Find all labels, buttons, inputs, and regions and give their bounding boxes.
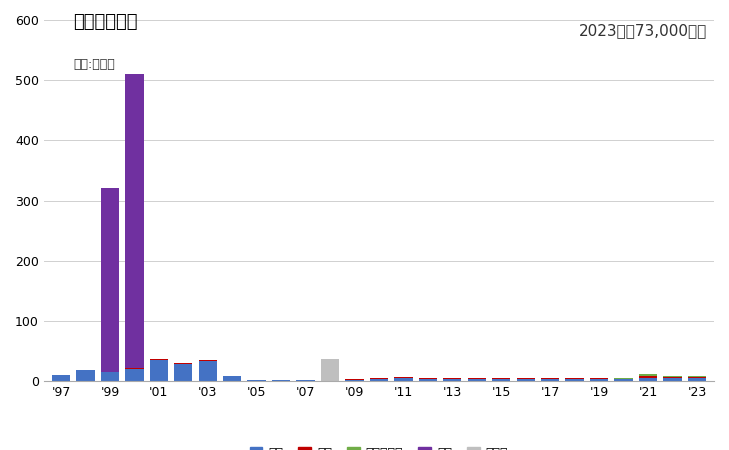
Bar xyxy=(321,360,339,381)
Legend: 台湾, タイ, フィリピン, 韓国, その他: 台湾, タイ, フィリピン, 韓国, その他 xyxy=(244,441,513,450)
Text: 2023年：73,000トン: 2023年：73,000トン xyxy=(579,23,707,39)
Bar xyxy=(346,380,364,381)
Bar xyxy=(687,378,706,381)
Bar xyxy=(517,379,535,381)
Bar xyxy=(125,73,144,369)
Bar xyxy=(517,378,535,379)
Bar xyxy=(101,372,119,381)
Bar xyxy=(467,379,486,381)
Bar xyxy=(370,379,388,381)
Bar xyxy=(615,379,633,381)
Bar xyxy=(590,379,608,381)
Bar xyxy=(541,379,559,381)
Bar xyxy=(125,369,144,381)
Bar xyxy=(149,360,168,381)
Bar xyxy=(394,377,413,378)
Bar xyxy=(566,379,584,381)
Bar xyxy=(492,379,510,381)
Bar xyxy=(663,376,682,377)
Bar xyxy=(346,379,364,380)
Bar xyxy=(615,378,633,379)
Bar xyxy=(418,378,437,379)
Bar xyxy=(174,363,192,365)
Bar xyxy=(418,379,437,381)
Text: 単位:万トン: 単位:万トン xyxy=(73,58,114,72)
Bar xyxy=(174,364,192,381)
Bar xyxy=(394,378,413,381)
Bar xyxy=(77,370,95,381)
Bar xyxy=(687,377,706,378)
Bar xyxy=(687,376,706,377)
Bar xyxy=(198,360,217,361)
Bar xyxy=(492,378,510,379)
Bar xyxy=(639,376,657,378)
Bar xyxy=(443,378,461,379)
Bar xyxy=(223,376,241,381)
Text: 輸出量の推移: 輸出量の推移 xyxy=(73,14,137,32)
Bar xyxy=(639,378,657,381)
Bar xyxy=(590,378,608,379)
Bar xyxy=(52,375,70,381)
Bar xyxy=(467,378,486,379)
Bar xyxy=(639,374,657,376)
Bar xyxy=(247,380,266,381)
Bar xyxy=(370,378,388,379)
Bar xyxy=(198,361,217,381)
Bar xyxy=(443,379,461,381)
Bar xyxy=(663,377,682,378)
Bar xyxy=(101,188,119,372)
Bar xyxy=(272,380,290,381)
Bar xyxy=(297,380,315,381)
Bar xyxy=(663,378,682,381)
Bar xyxy=(566,378,584,379)
Bar xyxy=(541,378,559,379)
